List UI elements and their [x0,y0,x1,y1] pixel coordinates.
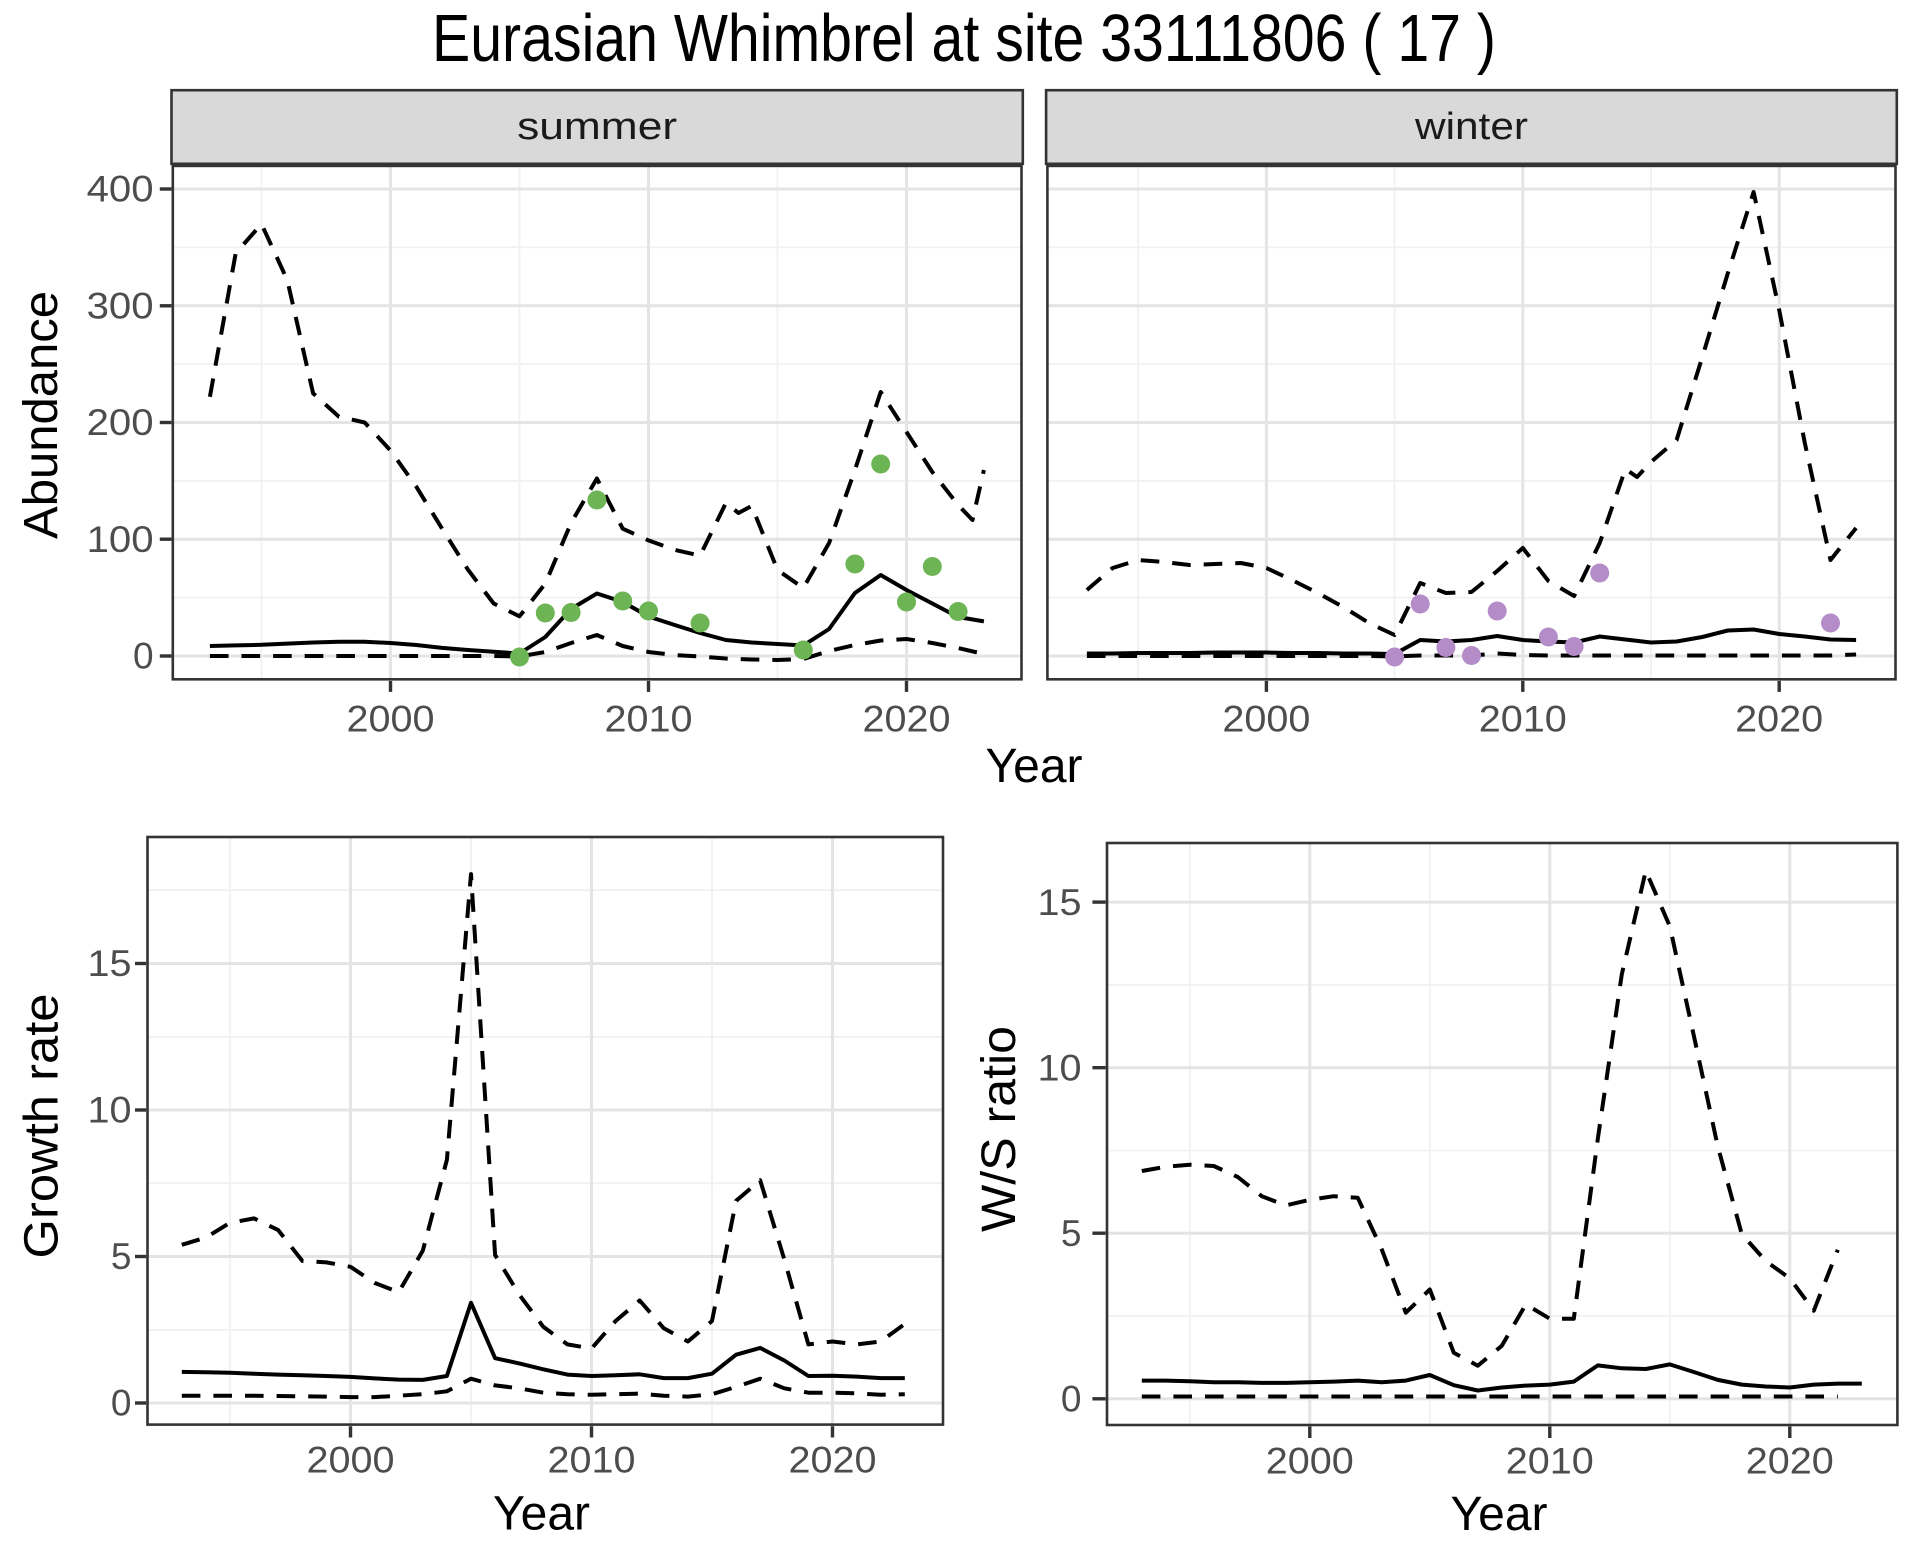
svg-text:0: 0 [111,1383,132,1424]
svg-text:2020: 2020 [863,699,951,740]
svg-text:2020: 2020 [1746,1441,1834,1482]
svg-text:300: 300 [87,285,154,326]
svg-text:15: 15 [88,943,132,984]
svg-text:Year: Year [493,1488,590,1541]
svg-text:Growth rate: Growth rate [16,994,69,1259]
svg-text:2010: 2010 [1479,699,1567,740]
svg-text:2000: 2000 [307,1439,395,1480]
svg-text:2020: 2020 [1735,699,1823,740]
svg-text:5: 5 [1061,1213,1082,1254]
svg-text:W/S ratio: W/S ratio [973,1026,1026,1232]
svg-text:summer: summer [517,106,677,148]
svg-text:0: 0 [133,636,154,677]
svg-text:2020: 2020 [789,1439,877,1480]
svg-text:100: 100 [87,519,154,560]
svg-text:2000: 2000 [347,699,435,740]
svg-text:2010: 2010 [548,1439,636,1480]
svg-text:Year: Year [1451,1488,1548,1541]
svg-text:2010: 2010 [1506,1441,1594,1482]
svg-text:Eurasian Whimbrel at site 3311: Eurasian Whimbrel at site 33111806 ( 17 … [432,1,1496,76]
svg-text:10: 10 [1038,1047,1082,1088]
svg-text:2010: 2010 [605,699,693,740]
svg-text:2000: 2000 [1266,1441,1354,1482]
svg-text:400: 400 [87,169,154,210]
svg-text:winter: winter [1414,106,1528,148]
svg-text:5: 5 [111,1236,132,1277]
svg-text:Abundance: Abundance [15,291,68,539]
svg-text:15: 15 [1038,882,1082,923]
svg-text:Year: Year [986,740,1083,793]
svg-text:200: 200 [87,402,154,443]
svg-text:0: 0 [1061,1378,1082,1419]
svg-text:10: 10 [88,1090,132,1131]
svg-text:2000: 2000 [1222,699,1310,740]
